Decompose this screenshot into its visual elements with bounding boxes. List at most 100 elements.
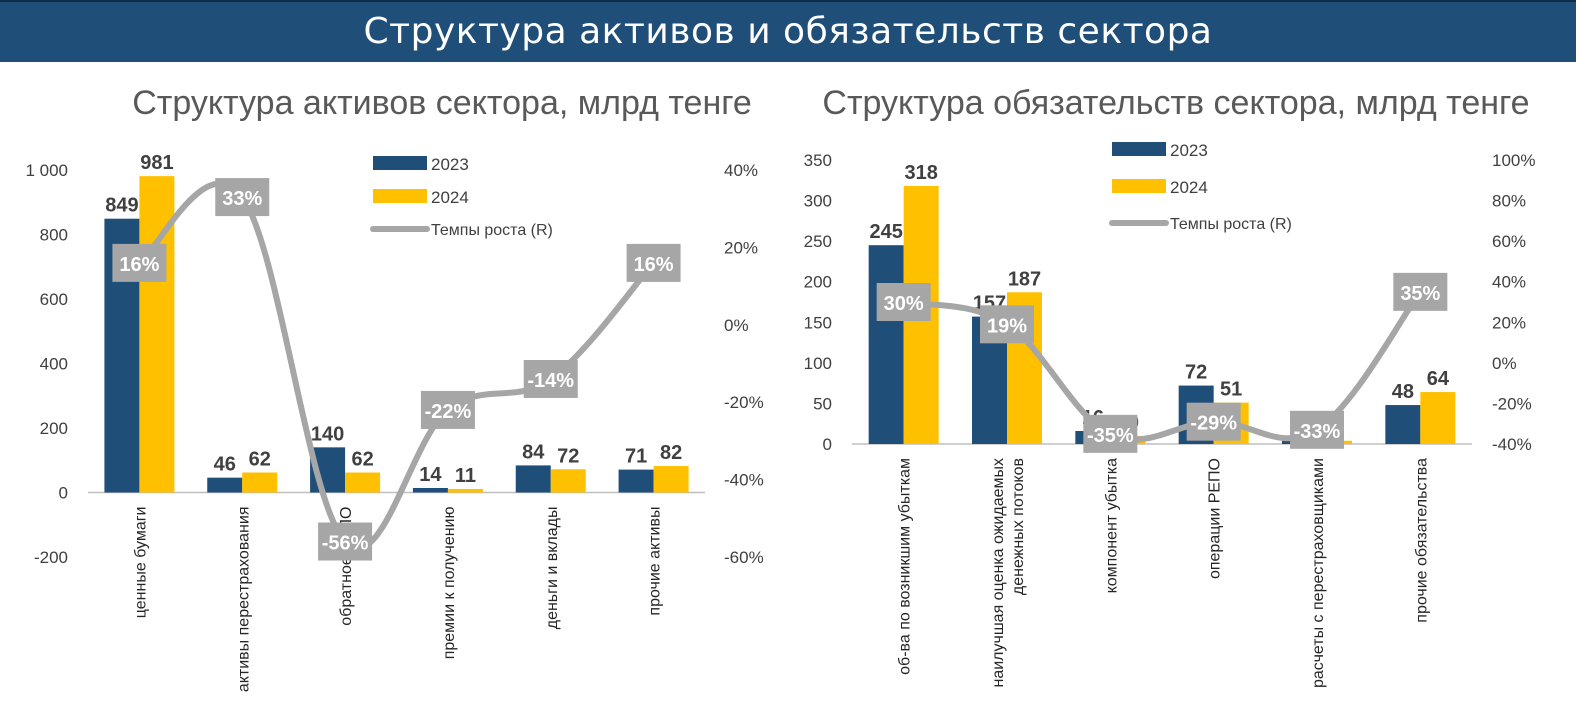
data-label-2024: 187 (1008, 268, 1041, 290)
data-label-2024: 62 (351, 449, 373, 471)
growth-label-box (420, 390, 475, 429)
legend-label-2023: 2023 (431, 155, 469, 174)
y2-tick-label: 40% (724, 161, 758, 180)
category-label: деньги и вклады (544, 507, 561, 630)
y2-tick-label: -40% (724, 471, 764, 490)
chart-title: Структура активов сектора, млрд тенге (132, 84, 752, 122)
y-tick-label: 600 (40, 290, 68, 309)
data-label-2023: 849 (105, 195, 138, 217)
y2-tick-label: 20% (1492, 313, 1526, 332)
growth-label: -29% (1190, 413, 1237, 435)
data-label-2024: 72 (557, 445, 579, 467)
growth-label: 30% (884, 293, 924, 315)
data-label-2023: 84 (522, 441, 545, 463)
bar-2023 (207, 477, 243, 493)
y-tick-label: -200 (34, 548, 68, 567)
data-label-2024: 11 (455, 465, 476, 487)
y2-tick-label: -20% (1492, 394, 1532, 413)
y-tick-label: 250 (804, 232, 832, 251)
category-label: наилучшая оценка ожидаемых денежных поток… (990, 458, 1027, 688)
y2-tick-label: 100% (1492, 151, 1535, 170)
bar-2024 (345, 472, 381, 493)
growth-label: 16% (119, 254, 159, 276)
growth-label: 35% (1400, 283, 1440, 305)
y-tick-label: 350 (804, 151, 832, 170)
y2-tick-label: 0% (1492, 354, 1517, 373)
y-tick-label: 800 (40, 226, 68, 245)
growth-label-box (523, 359, 578, 398)
bar-2024 (242, 472, 278, 493)
data-label-2023: 71 (625, 446, 647, 468)
y2-tick-label: 0% (724, 316, 749, 335)
bar-2024 (447, 488, 483, 493)
bar-2023 (1385, 405, 1421, 444)
bar-2024 (1420, 392, 1456, 444)
category-label: об-ва по возникшим убыткам (897, 458, 914, 675)
y-tick-label: 300 (804, 192, 832, 211)
category-label: прочие активы (647, 507, 664, 616)
data-label-2024: 981 (140, 152, 173, 174)
bar-2024 (653, 466, 689, 493)
growth-label: 19% (987, 315, 1027, 337)
bar-2023 (868, 245, 904, 444)
category-label: премии к получению (441, 507, 458, 660)
y2-tick-label: 20% (724, 238, 758, 257)
y-tick-label: 200 (40, 419, 68, 438)
data-label-2023: 245 (869, 221, 902, 243)
data-label-2023: 46 (214, 454, 236, 476)
legend-label-growth: Темпы роста (R) (431, 222, 553, 239)
data-label-2023: 48 (1392, 381, 1414, 403)
category-label: прочие обязательства (1413, 458, 1430, 623)
data-label-2024: 62 (249, 449, 271, 471)
growth-label-box (215, 178, 270, 217)
data-label-2023: 140 (311, 423, 344, 445)
growth-label: -33% (1294, 421, 1341, 443)
category-label: ценные бумаги (132, 507, 149, 619)
growth-label-box (318, 522, 373, 561)
growth-label: 33% (222, 188, 262, 210)
category-label: активы перестрахования (235, 507, 252, 693)
data-label-2024: 64 (1427, 368, 1450, 390)
y2-tick-label: -40% (1492, 435, 1532, 454)
y2-tick-label: 60% (1492, 232, 1526, 251)
bar-2023 (618, 469, 654, 493)
growth-label-box (112, 243, 167, 282)
growth-label-box (1290, 410, 1344, 449)
y2-tick-label: 40% (1492, 273, 1526, 292)
y-tick-label: 400 (40, 355, 68, 374)
growth-label: -22% (425, 401, 472, 423)
data-label-2024: 318 (904, 162, 937, 184)
growth-label-box (626, 243, 681, 282)
data-label-2024: 51 (1220, 379, 1242, 401)
legend-swatch-2024 (373, 189, 427, 203)
growth-label-box (1393, 272, 1448, 311)
data-label-2023: 14 (419, 464, 442, 486)
growth-label-box (876, 283, 931, 321)
header-banner: Структура активов и обязательств сектора (0, 0, 1576, 62)
legend-label-2023: 2023 (1170, 141, 1208, 160)
y2-tick-label: -60% (724, 548, 764, 567)
category-label: операции РЕПО (1207, 458, 1224, 579)
growth-label-box (1083, 414, 1138, 453)
data-label-2023: 72 (1185, 362, 1207, 384)
legend-label-growth: Темпы роста (R) (1170, 216, 1292, 233)
legend-label-2024: 2024 (1170, 178, 1208, 197)
data-label-2024: 82 (660, 442, 682, 464)
growth-label: 16% (634, 254, 674, 276)
y-tick-label: 100 (804, 354, 832, 373)
assets-chart-svg: Структура активов сектора, млрд тенге -20… (25, 84, 764, 693)
y-tick-label: 1 000 (25, 161, 68, 180)
y-tick-label: 0 (823, 435, 832, 454)
bar-2024 (550, 469, 586, 493)
growth-label: -56% (322, 533, 369, 555)
growth-label: -35% (1087, 425, 1134, 447)
y-tick-label: 150 (804, 313, 832, 332)
page-title: Структура активов и обязательств сектора (363, 11, 1213, 52)
legend-label-2024: 2024 (431, 188, 469, 207)
legend-swatch-2023 (1112, 142, 1166, 156)
legend-swatch-2024 (1112, 179, 1166, 193)
y-tick-label: 0 (59, 484, 68, 503)
y2-tick-label: 80% (1492, 192, 1526, 211)
category-label: компонент убытка (1103, 458, 1120, 594)
category-label: расчеты с перестраховщиками (1310, 458, 1327, 688)
